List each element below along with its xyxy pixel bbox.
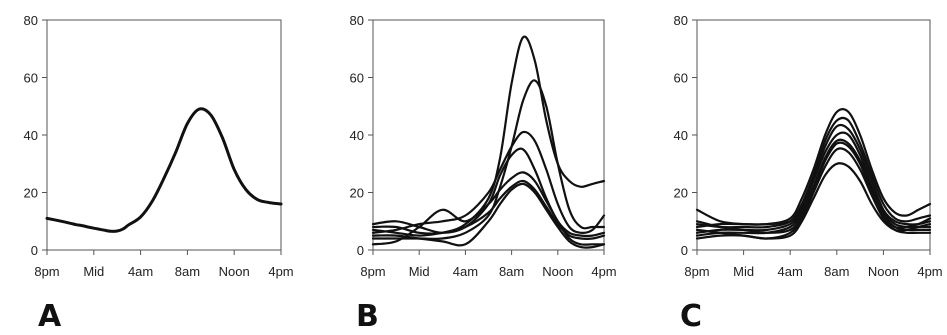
x-tick-label: Noon (219, 264, 250, 279)
series-line-3 (371, 130, 606, 235)
plot-frame (696, 19, 931, 251)
y-tick-label: 80 (674, 13, 688, 28)
x-tick-label: 8pm (34, 264, 59, 279)
x-tick-label: 4am (778, 264, 803, 279)
y-tick-label: 20 (24, 186, 38, 201)
series-line-7 (371, 182, 606, 249)
panel-letter: A (38, 299, 62, 334)
y-tick-label: 40 (350, 128, 364, 143)
y-tick-label: 40 (24, 128, 38, 143)
x-tick-label: 4pm (917, 264, 942, 279)
x-tick-label: 4pm (268, 264, 293, 279)
y-tick-label: 60 (24, 71, 38, 86)
y-tick-label: 0 (357, 243, 364, 258)
panel-letter: B (356, 299, 379, 334)
y-tick-label: 60 (350, 71, 364, 86)
plot-frame (46, 19, 282, 251)
x-tick-label: Mid (733, 264, 754, 279)
x-tick-label: 8am (499, 264, 524, 279)
y-tick-label: 20 (350, 186, 364, 201)
series-line-2 (695, 116, 932, 229)
series-line-3 (695, 123, 932, 229)
x-tick-label: 8am (175, 264, 200, 279)
y-tick-label: 20 (674, 186, 688, 201)
y-tick-label: 80 (24, 13, 38, 28)
x-tick-label: Noon (542, 264, 573, 279)
x-tick-label: Noon (868, 264, 899, 279)
chart-panel-A: 0 20 40 60 80 8pm Mid 4am 8am Noon 4pm A (24, 13, 294, 334)
panel-letter: C (680, 299, 702, 334)
y-tick-label: 0 (681, 243, 688, 258)
x-tick-label: Mid (83, 264, 104, 279)
x-tick-label: 4am (128, 264, 153, 279)
x-tick-label: 8am (824, 264, 849, 279)
series-line-2 (371, 79, 606, 241)
x-tick-label: 4pm (591, 264, 616, 279)
y-tick-label: 80 (350, 13, 364, 28)
chart-panel-B: 0 20 40 60 80 8pm Mid 4am 8am Noon 4pm B (350, 13, 617, 334)
series-line-1 (45, 107, 283, 233)
series-line-4 (695, 131, 932, 234)
series-line-7 (695, 162, 932, 240)
series-line-8 (695, 141, 932, 234)
chart-panel-C: 0 20 40 60 80 8pm Mid 4am 8am Noon 4pm C (674, 13, 943, 334)
series-line-6 (371, 179, 606, 240)
series-line-5 (371, 171, 606, 246)
x-tick-label: 8pm (684, 264, 709, 279)
x-tick-label: 8pm (360, 264, 385, 279)
y-tick-label: 0 (31, 243, 38, 258)
x-tick-label: Mid (409, 264, 430, 279)
x-tick-label: 4am (453, 264, 478, 279)
series-line-4 (371, 147, 606, 238)
y-tick-label: 60 (674, 71, 688, 86)
series-line-1 (695, 108, 932, 226)
y-tick-label: 40 (674, 128, 688, 143)
